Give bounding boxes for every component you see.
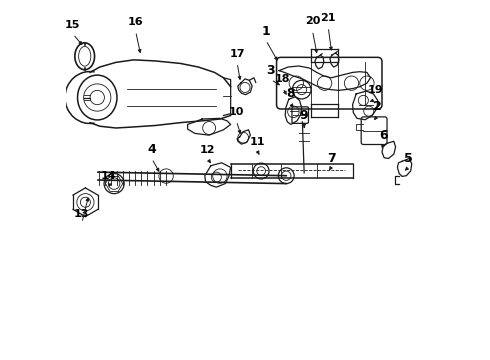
- Text: 3: 3: [267, 64, 275, 77]
- Text: 1: 1: [262, 25, 270, 38]
- Text: 7: 7: [327, 152, 336, 165]
- Text: 14: 14: [100, 171, 116, 181]
- Text: 15: 15: [65, 20, 80, 30]
- Text: 10: 10: [229, 107, 244, 117]
- Text: 9: 9: [300, 109, 309, 122]
- Text: 13: 13: [74, 209, 90, 219]
- Text: 16: 16: [128, 17, 144, 27]
- Text: 21: 21: [320, 13, 336, 23]
- Text: 19: 19: [368, 85, 384, 95]
- Text: 20: 20: [305, 17, 320, 27]
- Text: 2: 2: [373, 100, 382, 113]
- Text: 8: 8: [286, 87, 294, 100]
- Text: 18: 18: [275, 74, 291, 84]
- Text: 6: 6: [379, 129, 388, 142]
- Text: 5: 5: [404, 152, 413, 165]
- Text: 4: 4: [147, 143, 156, 156]
- Text: 12: 12: [199, 144, 215, 154]
- Text: 17: 17: [229, 49, 245, 59]
- Text: 11: 11: [250, 138, 265, 147]
